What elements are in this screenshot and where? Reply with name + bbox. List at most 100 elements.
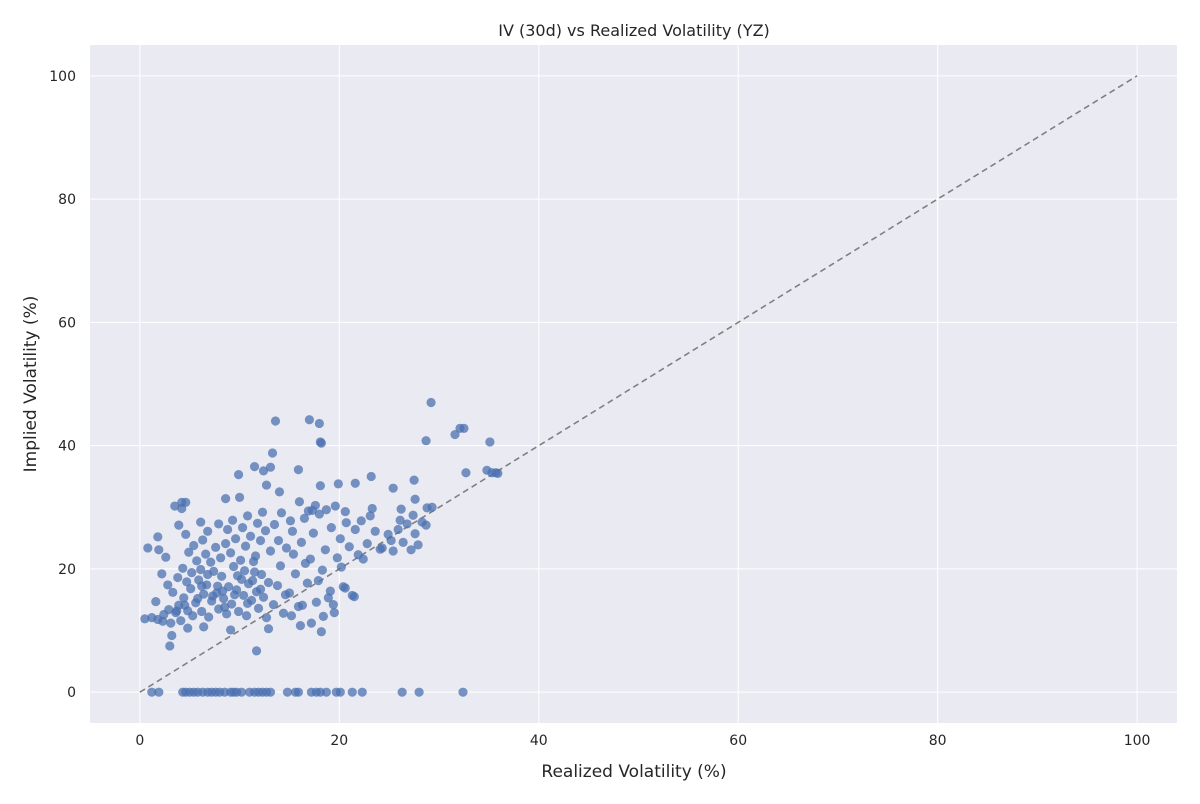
tick-labels: 0 20 40 60 80 100 0 20 40 60 80 100 (49, 69, 1150, 749)
data-point (402, 519, 412, 529)
data-point (335, 687, 345, 697)
data-point (260, 526, 271, 536)
data-point (406, 545, 416, 555)
data-point (172, 606, 182, 616)
data-point (300, 558, 311, 568)
reference-line-y-equals-x (139, 75, 1138, 693)
data-point (232, 571, 243, 581)
data-point (340, 506, 350, 517)
data-point (290, 569, 301, 579)
data-point (362, 539, 372, 549)
data-point (341, 518, 351, 528)
data-point (261, 613, 272, 623)
data-point (356, 516, 366, 526)
data-point (249, 461, 260, 472)
data-point (255, 584, 266, 594)
data-point (237, 523, 248, 533)
y-tick-label: 60 (58, 315, 76, 331)
data-point (367, 503, 377, 514)
data-point (174, 520, 184, 530)
data-point (240, 541, 251, 551)
data-point (184, 547, 194, 557)
data-point (239, 566, 250, 576)
data-point (263, 577, 274, 588)
data-point (255, 535, 266, 546)
data-point (426, 397, 436, 408)
y-tick-label: 40 (58, 439, 76, 455)
data-point (308, 528, 318, 538)
data-point (349, 592, 359, 602)
data-point (395, 515, 405, 525)
data-points (140, 397, 503, 697)
data-point (357, 687, 367, 697)
data-point (311, 597, 321, 607)
data-point (235, 555, 246, 565)
data-point (314, 509, 324, 519)
data-point (177, 503, 187, 514)
data-point (211, 542, 221, 552)
data-point (282, 687, 293, 697)
data-point (188, 611, 198, 621)
data-point (275, 561, 286, 571)
data-point (238, 590, 249, 601)
data-point (388, 546, 398, 556)
data-point (325, 586, 335, 596)
data-point (230, 534, 241, 544)
data-point (147, 687, 157, 697)
data-point (187, 568, 197, 578)
x-tick-label: 100 (1124, 733, 1151, 749)
data-point (252, 518, 263, 528)
data-point (315, 481, 325, 491)
data-point (294, 497, 305, 507)
data-point (183, 623, 193, 633)
data-point (397, 687, 407, 697)
data-point (223, 524, 233, 535)
data-point (410, 529, 420, 539)
data-point (347, 687, 357, 697)
data-point (226, 625, 236, 635)
data-point (321, 687, 331, 697)
data-point (154, 687, 164, 697)
data-point (203, 569, 213, 580)
data-point (336, 562, 346, 572)
data-point (198, 535, 208, 545)
data-point (157, 569, 167, 579)
data-point (273, 535, 284, 546)
data-point (313, 576, 323, 586)
data-point (196, 517, 206, 527)
data-point (278, 608, 289, 618)
data-point (287, 526, 298, 536)
data-point (186, 584, 196, 594)
data-point (302, 578, 312, 588)
data-point (197, 581, 207, 591)
y-tick-label: 20 (58, 562, 76, 578)
data-point (250, 551, 261, 561)
data-point (422, 503, 432, 513)
x-tick-label: 20 (330, 733, 348, 749)
data-point (197, 606, 207, 617)
data-point (220, 602, 230, 612)
plot-area (90, 45, 1177, 723)
data-point (307, 505, 317, 515)
data-point (165, 641, 175, 651)
x-axis-label: Realized Volatility (%) (541, 762, 726, 782)
data-point (253, 603, 264, 613)
y-tick-label: 100 (49, 69, 76, 85)
data-point (350, 524, 360, 535)
data-point (242, 511, 253, 521)
data-point (213, 581, 223, 591)
data-point (219, 593, 229, 604)
data-point (306, 618, 316, 628)
data-point (297, 600, 308, 610)
data-point (204, 612, 214, 622)
data-point (272, 580, 283, 591)
data-point (388, 483, 398, 493)
data-point (166, 618, 176, 628)
y-tick-label: 0 (67, 685, 76, 701)
data-point (265, 462, 276, 472)
data-point (229, 561, 239, 572)
data-point (335, 534, 345, 544)
data-point (208, 591, 218, 601)
data-point (192, 556, 202, 566)
